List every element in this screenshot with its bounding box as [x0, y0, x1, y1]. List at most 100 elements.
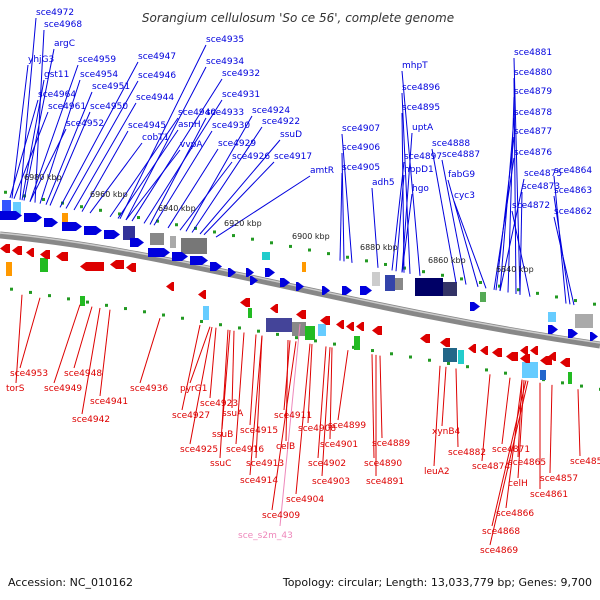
- reverse-gene-arrow: [12, 246, 22, 255]
- forward-gene-arrow: [548, 325, 558, 334]
- ruler-dot: [504, 371, 507, 375]
- top-leader-lines: [9, 17, 575, 306]
- feature-block: [170, 236, 176, 248]
- gene-label: sce4882: [448, 448, 486, 458]
- gene-label: sce4880: [514, 68, 552, 78]
- reverse-gene-arrow: [480, 346, 488, 355]
- reverse-gene-arrow: [80, 262, 104, 271]
- gene-label: ssuB: [212, 430, 233, 440]
- leader-line: [19, 17, 37, 200]
- leader-line: [19, 297, 41, 369]
- ruler-dot: [200, 319, 203, 323]
- feature-block: [318, 324, 326, 336]
- leader-line: [73, 306, 93, 369]
- leader-line: [493, 157, 515, 290]
- gene-label: sce4936: [130, 384, 168, 394]
- forward-gene-arrow: [296, 282, 304, 291]
- gene-label: sce4964: [38, 90, 76, 100]
- leader-line: [199, 139, 281, 235]
- gene-label: asnH: [178, 120, 201, 130]
- gene-label: sce4903: [312, 477, 350, 487]
- reverse-gene-arrow: [356, 322, 364, 331]
- reverse-gene-arrow: [520, 346, 528, 355]
- gene-label: sce4895: [402, 103, 440, 113]
- feature-block: [80, 296, 85, 306]
- gene-label: sce4947: [138, 52, 176, 62]
- reverse-gene-arrow: [198, 290, 206, 299]
- leader-line: [49, 111, 91, 206]
- gene-label: sce4940: [178, 108, 216, 118]
- leader-line: [341, 133, 353, 263]
- leader-line: [119, 44, 207, 220]
- leader-line: [401, 92, 411, 274]
- ruler-dot: [574, 299, 577, 303]
- ruler-dots-bottom: [10, 287, 600, 391]
- gene-label: sce4902: [308, 459, 346, 469]
- ruler-dot: [561, 381, 564, 385]
- leader-line: [379, 355, 383, 439]
- gene-label: ssuA: [222, 409, 244, 419]
- leader-line: [371, 354, 375, 459]
- leader-line: [215, 175, 311, 238]
- leader-line: [279, 323, 301, 527]
- ruler-dot: [517, 288, 520, 292]
- ruler-dot: [156, 219, 159, 223]
- gene-label: sce4889: [372, 439, 410, 449]
- genome-backbone: [0, 231, 600, 349]
- feature-block: [354, 336, 360, 350]
- gene-label: sce4950: [90, 102, 128, 112]
- leader-line: [433, 365, 441, 467]
- reverse-gene-arrow: [420, 334, 430, 343]
- leader-line: [219, 329, 229, 459]
- leader-line: [295, 343, 311, 495]
- leader-line: [501, 377, 511, 445]
- leader-line: [329, 347, 333, 440]
- feature-block: [385, 275, 395, 291]
- leader-line: [453, 200, 487, 289]
- reverse-gene-arrow: [548, 352, 556, 361]
- gene-label: yhjG3: [28, 55, 54, 65]
- leader-line: [99, 309, 111, 397]
- gene-label: cobT1: [142, 133, 169, 143]
- ruler-dot: [352, 345, 355, 349]
- reverse-gene-arrow: [240, 298, 250, 307]
- reverse-gene-arrow: [440, 338, 450, 347]
- feature-block: [292, 322, 306, 336]
- feature-block: [150, 233, 164, 245]
- forward-gene-arrow: [590, 332, 598, 341]
- leader-line: [321, 347, 331, 477]
- ruler-dot: [48, 294, 51, 298]
- ruler-dot: [251, 237, 254, 241]
- feature-block: [2, 200, 11, 212]
- feature-block: [443, 282, 457, 296]
- leader-line: [125, 66, 207, 221]
- gene-label: sce4852: [570, 457, 600, 467]
- feature-block: [40, 258, 48, 272]
- gene-label: sce4924: [252, 106, 290, 116]
- leader-line: [491, 380, 527, 527]
- forward-gene-arrow: [84, 226, 102, 235]
- feature-block: [372, 272, 380, 286]
- ruler-dot: [422, 270, 425, 274]
- ruler-dot: [118, 212, 121, 216]
- feature-block: [203, 306, 209, 320]
- leader-line: [81, 307, 101, 415]
- gene-label: sce4907: [342, 124, 380, 134]
- ruler-dot: [137, 216, 140, 220]
- forward-gene-arrow: [568, 329, 578, 338]
- leader-line: [29, 64, 79, 202]
- leader-line: [519, 191, 523, 295]
- leader-line: [481, 374, 491, 462]
- leader-line: [153, 130, 213, 226]
- gene-label: argC: [54, 39, 75, 49]
- kbp-tick-label: 6840 kbp: [496, 265, 534, 274]
- leader-line: [59, 61, 139, 208]
- gene-label: leuA2: [424, 467, 450, 477]
- feature-block: [123, 226, 135, 240]
- gene-label: vvpA: [180, 140, 203, 150]
- leader-line: [401, 70, 421, 276]
- kbp-tick-label: 6860 kbp: [428, 256, 466, 265]
- gene-label: sce4916: [226, 445, 264, 455]
- gene-label: sce4929: [218, 139, 256, 149]
- leader-line: [203, 161, 275, 236]
